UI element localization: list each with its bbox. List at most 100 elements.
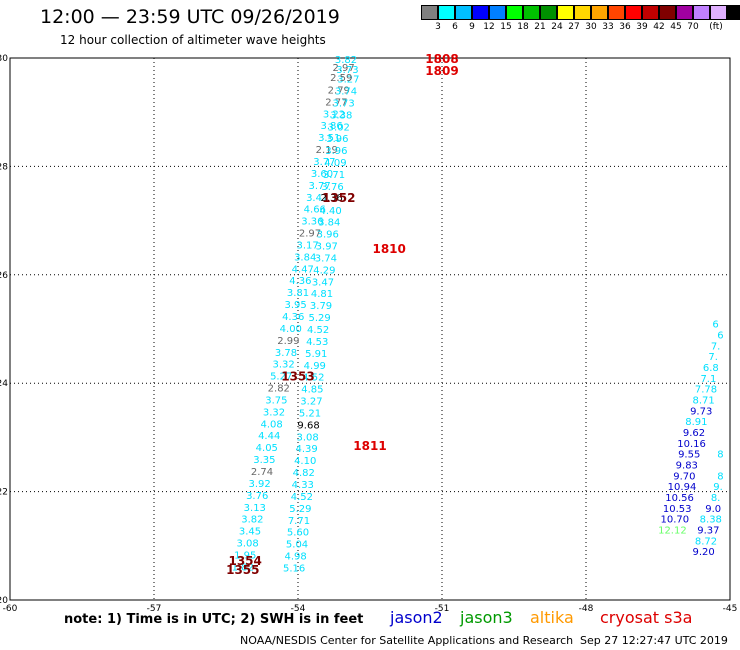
color-scale-swatch: [642, 5, 659, 20]
wave-height-value: 3.47: [312, 277, 334, 288]
x-tick-label: -45: [723, 604, 738, 614]
wave-height-value: 3.60: [311, 169, 333, 180]
wave-height-value: 5.27: [270, 372, 292, 383]
wave-height-value: 5.16: [283, 563, 305, 574]
wave-height-value: 3.77: [308, 181, 330, 192]
wave-height-value: 2.77: [325, 97, 347, 108]
wave-height-value: 9.70: [673, 471, 695, 482]
wave-height-value: 2.97: [299, 229, 321, 240]
wave-height-value: 4.53: [306, 337, 328, 348]
wave-height-value: 10.16: [677, 439, 706, 450]
wave-height-value: 4.98: [284, 552, 306, 563]
wave-height-value: 8: [717, 471, 723, 482]
wave-height-value: 9.: [713, 482, 723, 493]
pass-number-label: 1355: [226, 563, 259, 577]
wave-height-value: 4.36: [282, 312, 304, 323]
color-scale-swatch: [659, 5, 676, 20]
wave-height-value: 7.78: [695, 385, 717, 396]
color-scale-swatch: [591, 5, 608, 20]
wave-height-value: 4.40: [320, 206, 342, 217]
x-tick-label: -60: [3, 604, 18, 614]
wave-height-value: 1.82: [232, 562, 254, 573]
wave-height-value: 3.38: [330, 110, 352, 121]
y-tick-label: 28: [0, 162, 8, 172]
color-scale-swatch: [472, 5, 489, 20]
wave-height-value: 4.52: [307, 325, 329, 336]
wave-height-value: 3.36: [301, 217, 323, 228]
wave-height-value: 4.52: [302, 373, 324, 384]
wave-height-value: 4.47: [292, 264, 314, 275]
wave-height-value: 5.91: [305, 349, 327, 360]
legend-altika: altika: [530, 608, 574, 627]
wave-height-value: 4.09: [324, 158, 346, 169]
wave-height-value: 8.: [711, 493, 721, 504]
footer-org: NOAA/NESDIS Center for Satellite Applica…: [240, 634, 574, 647]
color-scale-label: 21: [534, 22, 546, 32]
pass-number-label: 1354: [228, 554, 261, 568]
pass-number-label: 1352: [322, 191, 355, 205]
color-scale-label: (ft): [709, 22, 723, 32]
wave-height-value: 3.84: [294, 252, 316, 263]
wave-height-value: 4.08: [260, 419, 282, 430]
color-scale-label: 12: [483, 22, 495, 32]
wave-height-value: 4.81: [311, 289, 333, 300]
wave-height-value: 3.45: [239, 527, 261, 538]
wave-height-value: 5.29: [289, 504, 311, 515]
wave-height-value: 2.19: [316, 145, 338, 156]
wave-height-value: 4.00: [280, 324, 302, 335]
wave-height-value: 8: [717, 450, 723, 461]
wave-height-value: 4.10: [294, 456, 316, 467]
y-tick-label: 20: [0, 596, 8, 606]
color-scale-swatch: [727, 5, 740, 20]
pass-number-label: 1353: [281, 370, 314, 384]
wave-height-value: 4.82: [293, 468, 315, 479]
color-scale-swatch: [489, 5, 506, 20]
color-scale-label: 33: [602, 22, 614, 32]
wave-height-value: 1.95: [234, 550, 256, 561]
color-scale-swatch: [438, 5, 455, 20]
wave-height-value: 3.81: [287, 288, 309, 299]
wave-height-value: 10.94: [668, 482, 697, 493]
wave-height-value: 3.13: [244, 503, 266, 514]
color-scale-label: 9: [469, 22, 475, 32]
x-tick-label: -48: [579, 604, 594, 614]
wave-height-value: 3.75: [265, 395, 287, 406]
color-scale-label: 3: [435, 22, 441, 32]
color-scale-label: 18: [517, 22, 529, 32]
color-scale-label: 6: [452, 22, 458, 32]
wave-height-value: 3.47: [306, 193, 328, 204]
wave-height-value: 8.91: [685, 417, 707, 428]
wave-height-value: 5.04: [286, 540, 308, 551]
y-tick-label: 30: [0, 54, 8, 64]
wave-height-value: 5.21: [299, 408, 321, 419]
wave-height-value: 10.56: [665, 493, 694, 504]
wave-height-value: 3.71: [323, 170, 345, 181]
wave-height-value: 9.20: [692, 547, 714, 558]
color-scale-label: 27: [568, 22, 580, 32]
color-scale-label: 30: [585, 22, 597, 32]
wave-height-value: 3.32: [272, 360, 294, 371]
wave-height-value: 3.97: [316, 242, 338, 253]
wave-height-value: 3.74: [335, 87, 357, 98]
wave-height-value: 4.33: [292, 480, 314, 491]
color-scale-label: 45: [670, 22, 682, 32]
wave-height-value: 3.22: [323, 109, 345, 120]
wave-height-value: 3.27: [337, 75, 359, 86]
wave-height-value: 4.85: [301, 385, 323, 396]
wave-height-value: 3.08: [296, 432, 318, 443]
wave-height-value: 3.35: [253, 455, 275, 466]
wave-height-value: 3.96: [317, 230, 339, 241]
color-scale-swatch: [693, 5, 710, 20]
wave-height-value: 4.29: [313, 265, 335, 276]
wave-height-value: 8.72: [695, 536, 717, 547]
color-scale-swatch: [608, 5, 625, 20]
wave-height-value: 3.73: [336, 65, 358, 76]
color-scale-swatch: [523, 5, 540, 20]
pass-number-label: 1810: [372, 242, 405, 256]
x-tick-label: -51: [435, 604, 450, 614]
wave-height-value: 6: [717, 330, 723, 341]
wave-height-value: 2.97: [332, 63, 354, 74]
wave-height-value: 3.32: [263, 407, 285, 418]
wave-height-value: 6: [712, 320, 718, 331]
